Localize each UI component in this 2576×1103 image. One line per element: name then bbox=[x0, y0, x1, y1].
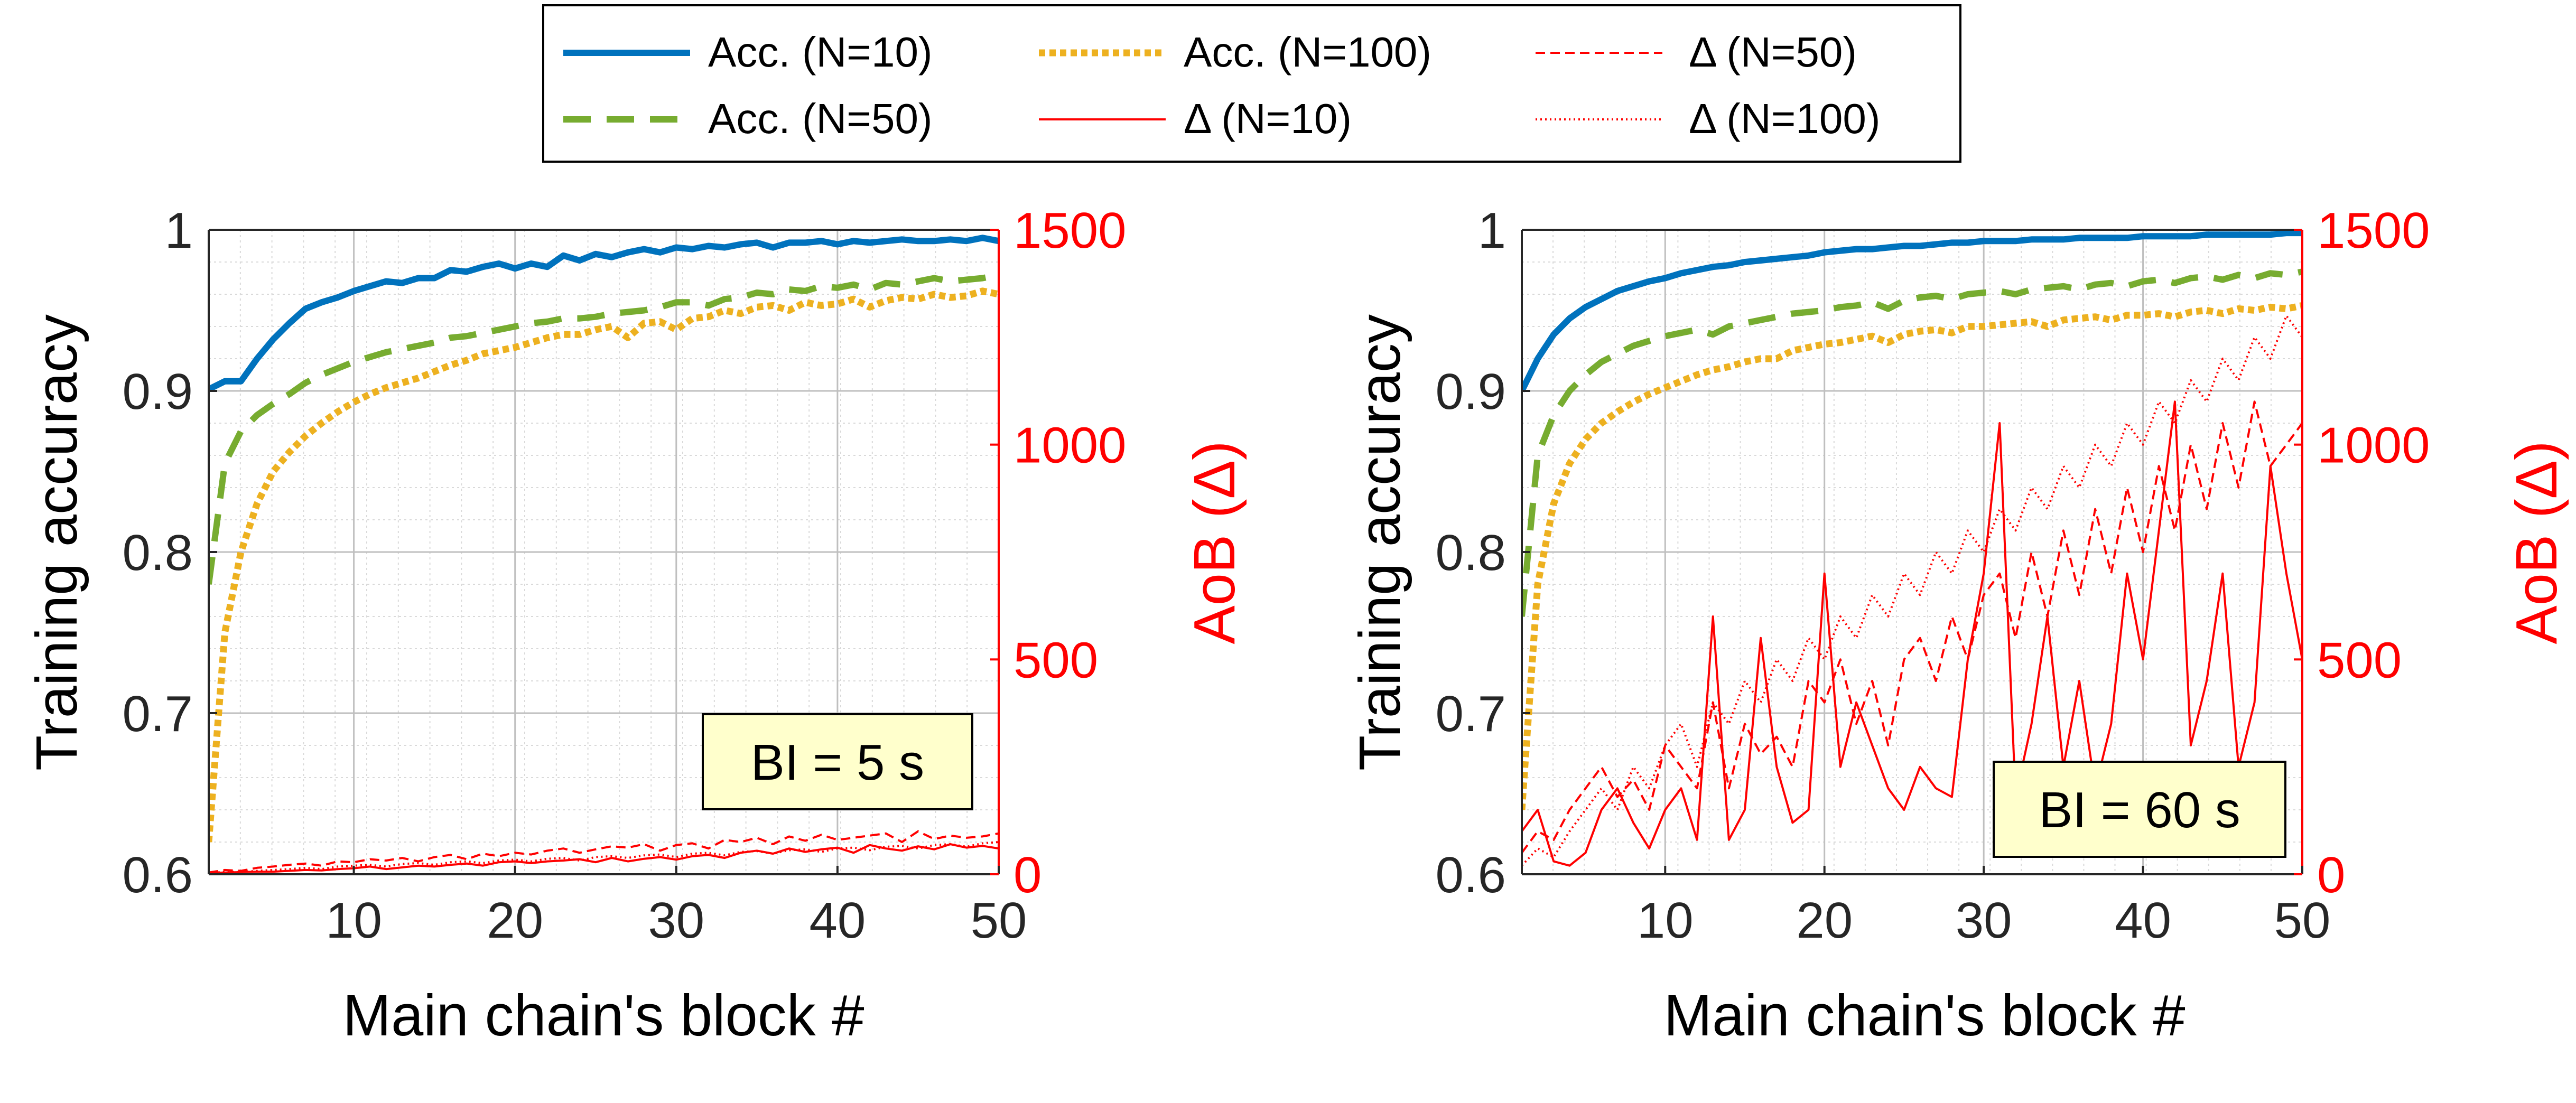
panel-1-xtick-label: 50 bbox=[971, 892, 1027, 949]
panel-1-series-delta-n-10 bbox=[209, 843, 999, 874]
panel-1-series-acc-n-50 bbox=[209, 272, 999, 585]
legend-label-acc-n10: Acc. (N=10) bbox=[708, 29, 933, 76]
panel-2-xtick-label: 10 bbox=[1637, 892, 1694, 949]
panel-2-ytick-label: 0.9 bbox=[1436, 363, 1506, 420]
panel-1-y2tick-label: 1500 bbox=[1013, 202, 1127, 259]
panel-2-series-delta-n-10 bbox=[1522, 400, 2302, 867]
panel-2-y2tick-label: 1000 bbox=[2317, 417, 2430, 474]
legend-label-delta-n10: Δ (N=10) bbox=[1184, 95, 1352, 142]
panel-1-xtick-label: 20 bbox=[487, 892, 543, 949]
panel-2-xtick-label: 20 bbox=[1796, 892, 1853, 949]
panel-1-y2tick-label: 500 bbox=[1013, 632, 1098, 688]
panel-2-xtick-label: 50 bbox=[2274, 892, 2331, 949]
panel-1-y2label: AoB (Δ) bbox=[1182, 441, 1247, 644]
legend-label-acc-n100: Acc. (N=100) bbox=[1184, 29, 1431, 76]
panel-1-xtick-label: 10 bbox=[326, 892, 382, 949]
panel-2-ytick-label: 1 bbox=[1478, 202, 1506, 259]
panel-2-annotation-box bbox=[1993, 761, 2286, 858]
panel-1-annotation-box bbox=[702, 713, 973, 810]
panel-1-ytick-label: 0.6 bbox=[123, 847, 193, 903]
panel-2-annotation-label: BI = 60 s bbox=[2039, 782, 2240, 838]
panel-2-xtick-label: 40 bbox=[2115, 892, 2171, 949]
panel-2-xtick-label: 30 bbox=[1956, 892, 2012, 949]
legend-box bbox=[542, 4, 1961, 163]
panel-2-ytick-label: 0.6 bbox=[1436, 847, 1506, 903]
panel-1-y2tick-label: 0 bbox=[1013, 847, 1041, 903]
panel-2-series-acc-n-50 bbox=[1522, 268, 2302, 617]
panel-1-xlabel: Main chain's block # bbox=[342, 983, 864, 1048]
panel-1-ytick-label: 0.9 bbox=[123, 363, 193, 420]
panel-bi-5s: Training accuracy AoB (Δ) Main chain's b… bbox=[24, 202, 1247, 1048]
panel-1-series-delta-n-50 bbox=[209, 830, 999, 874]
panel-2-xlabel: Main chain's block # bbox=[1663, 983, 2185, 1048]
panel-bi-60s: Training accuracy AoB (Δ) Main chain's b… bbox=[1347, 202, 2569, 1048]
panel-2-y2label: AoB (Δ) bbox=[2504, 441, 2569, 644]
panel-1-xtick-label: 40 bbox=[810, 892, 866, 949]
panel-1-series-group bbox=[209, 235, 999, 874]
panel-2-series-delta-n-50 bbox=[1522, 400, 2302, 854]
panel-1-annotation-label: BI = 5 s bbox=[751, 734, 924, 791]
panel-2-series-acc-n-100 bbox=[1522, 302, 2302, 810]
panel-2-y2tick-label: 0 bbox=[2317, 847, 2345, 903]
panel-1-series-acc-n-10 bbox=[209, 235, 999, 392]
panel-1-xtick-label: 30 bbox=[648, 892, 704, 949]
panel-1-y2tick-label: 1000 bbox=[1013, 417, 1127, 474]
panel-1-series-acc-n-100 bbox=[209, 287, 999, 843]
panel-1-ytick-label: 0.7 bbox=[123, 686, 193, 742]
legend-label-acc-n50: Acc. (N=50) bbox=[708, 95, 933, 142]
panel-2-ytick-label: 0.8 bbox=[1436, 525, 1506, 581]
panel-2-ytick-label: 0.7 bbox=[1436, 686, 1506, 742]
panel-1-ytick-label: 0.8 bbox=[123, 525, 193, 581]
panel-2-series-acc-n-10 bbox=[1522, 230, 2302, 392]
legend: Acc. (N=10) Acc. (N=100) Δ (N=50) Acc. (… bbox=[542, 4, 1961, 163]
legend-label-delta-n100: Δ (N=100) bbox=[1689, 95, 1881, 142]
panel-1-ylabel: Training accuracy bbox=[24, 314, 89, 771]
panel-2-y2tick-label: 500 bbox=[2317, 632, 2402, 688]
panel-2-ylabel: Training accuracy bbox=[1347, 314, 1412, 771]
panel-2-series-group bbox=[1522, 230, 2302, 867]
legend-label-delta-n50: Δ (N=50) bbox=[1689, 29, 1857, 76]
panel-2-y2tick-label: 1500 bbox=[2317, 202, 2430, 259]
panel-1-ytick-label: 1 bbox=[165, 202, 193, 259]
